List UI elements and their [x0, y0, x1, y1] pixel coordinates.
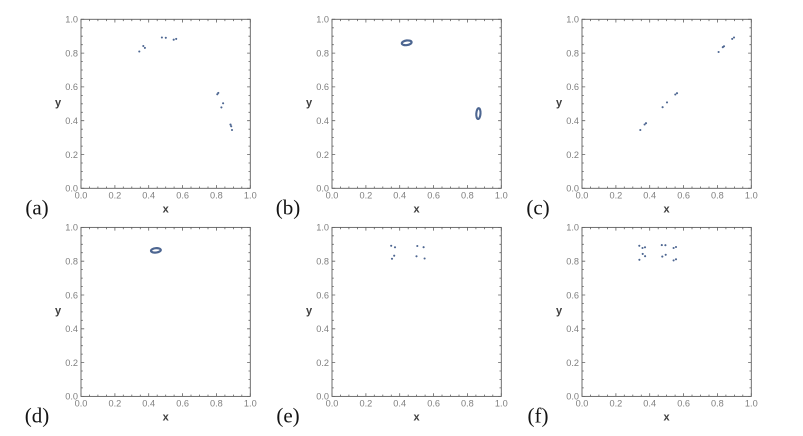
svg-text:1.0: 1.0	[65, 223, 78, 233]
svg-text:1.0: 1.0	[745, 191, 758, 201]
svg-text:y: y	[306, 97, 313, 109]
svg-text:0.4: 0.4	[566, 116, 579, 126]
svg-text:0.8: 0.8	[711, 191, 724, 201]
svg-text:y: y	[306, 305, 313, 317]
svg-text:0.8: 0.8	[461, 191, 474, 201]
svg-text:0.2: 0.2	[109, 399, 122, 409]
svg-text:0.4: 0.4	[142, 191, 155, 201]
svg-text:1.0: 1.0	[495, 191, 508, 201]
svg-text:1.0: 1.0	[244, 399, 257, 409]
svg-text:0.6: 0.6	[427, 399, 440, 409]
svg-text:0.8: 0.8	[461, 399, 474, 409]
svg-text:y: y	[556, 97, 563, 109]
svg-text:0.0: 0.0	[326, 399, 339, 409]
svg-text:0.2: 0.2	[360, 399, 373, 409]
svg-text:0.0: 0.0	[566, 184, 579, 194]
svg-text:0.4: 0.4	[566, 324, 579, 334]
svg-text:x: x	[414, 203, 421, 215]
svg-text:0.4: 0.4	[142, 399, 155, 409]
svg-text:0.2: 0.2	[65, 150, 78, 160]
svg-text:0.2: 0.2	[109, 191, 122, 201]
svg-text:(b): (b)	[276, 196, 301, 220]
svg-text:0.8: 0.8	[566, 257, 579, 267]
svg-text:y: y	[55, 305, 62, 317]
svg-text:0.2: 0.2	[610, 399, 623, 409]
svg-text:0.6: 0.6	[316, 290, 329, 300]
svg-text:0.0: 0.0	[65, 184, 78, 194]
svg-text:0.8: 0.8	[210, 191, 223, 201]
svg-text:0.0: 0.0	[326, 191, 339, 201]
svg-text:0.4: 0.4	[643, 191, 656, 201]
svg-text:x: x	[414, 411, 421, 423]
svg-text:0.6: 0.6	[65, 290, 78, 300]
svg-text:y: y	[55, 97, 62, 109]
svg-text:0.8: 0.8	[316, 48, 329, 58]
svg-text:0.2: 0.2	[316, 358, 329, 368]
svg-text:(e): (e)	[276, 404, 299, 428]
svg-text:x: x	[163, 203, 170, 215]
svg-text:0.6: 0.6	[316, 82, 329, 92]
svg-text:0.0: 0.0	[576, 191, 589, 201]
svg-text:x: x	[664, 411, 671, 423]
svg-text:0.0: 0.0	[566, 392, 579, 402]
svg-text:0.6: 0.6	[176, 399, 189, 409]
svg-text:0.6: 0.6	[566, 82, 579, 92]
svg-text:0.0: 0.0	[65, 392, 78, 402]
svg-text:0.0: 0.0	[316, 392, 329, 402]
svg-text:0.2: 0.2	[566, 150, 579, 160]
svg-text:(f): (f)	[528, 404, 549, 428]
svg-text:1.0: 1.0	[316, 15, 329, 25]
svg-text:0.0: 0.0	[75, 191, 88, 201]
svg-text:0.6: 0.6	[65, 82, 78, 92]
svg-text:0.8: 0.8	[711, 399, 724, 409]
svg-text:(a): (a)	[25, 196, 48, 220]
svg-text:0.4: 0.4	[643, 399, 656, 409]
svg-text:0.4: 0.4	[316, 324, 329, 334]
svg-text:0.2: 0.2	[360, 191, 373, 201]
svg-text:0.4: 0.4	[65, 324, 78, 334]
svg-text:0.0: 0.0	[75, 399, 88, 409]
svg-text:0.6: 0.6	[566, 290, 579, 300]
svg-text:0.2: 0.2	[65, 358, 78, 368]
svg-text:1.0: 1.0	[566, 223, 579, 233]
svg-text:0.2: 0.2	[610, 191, 623, 201]
svg-text:1.0: 1.0	[495, 399, 508, 409]
svg-text:0.4: 0.4	[393, 399, 406, 409]
svg-text:0.2: 0.2	[316, 150, 329, 160]
svg-text:1.0: 1.0	[316, 223, 329, 233]
svg-text:0.8: 0.8	[65, 48, 78, 58]
svg-text:0.0: 0.0	[576, 399, 589, 409]
svg-text:1.0: 1.0	[244, 191, 257, 201]
svg-text:0.8: 0.8	[566, 48, 579, 58]
svg-text:0.8: 0.8	[210, 399, 223, 409]
svg-text:0.0: 0.0	[316, 184, 329, 194]
svg-text:(d): (d)	[25, 404, 50, 428]
svg-text:0.2: 0.2	[566, 358, 579, 368]
svg-text:y: y	[556, 305, 563, 317]
svg-text:0.4: 0.4	[316, 116, 329, 126]
svg-text:0.6: 0.6	[427, 191, 440, 201]
svg-text:1.0: 1.0	[566, 15, 579, 25]
svg-text:x: x	[163, 411, 170, 423]
svg-text:x: x	[664, 203, 671, 215]
svg-text:0.4: 0.4	[65, 116, 78, 126]
svg-text:0.6: 0.6	[677, 399, 690, 409]
svg-text:0.6: 0.6	[677, 191, 690, 201]
svg-text:0.4: 0.4	[393, 191, 406, 201]
svg-text:0.6: 0.6	[176, 191, 189, 201]
svg-text:0.8: 0.8	[316, 257, 329, 267]
svg-text:(c): (c)	[526, 196, 549, 220]
svg-text:0.8: 0.8	[65, 257, 78, 267]
svg-text:1.0: 1.0	[65, 15, 78, 25]
svg-text:1.0: 1.0	[745, 399, 758, 409]
